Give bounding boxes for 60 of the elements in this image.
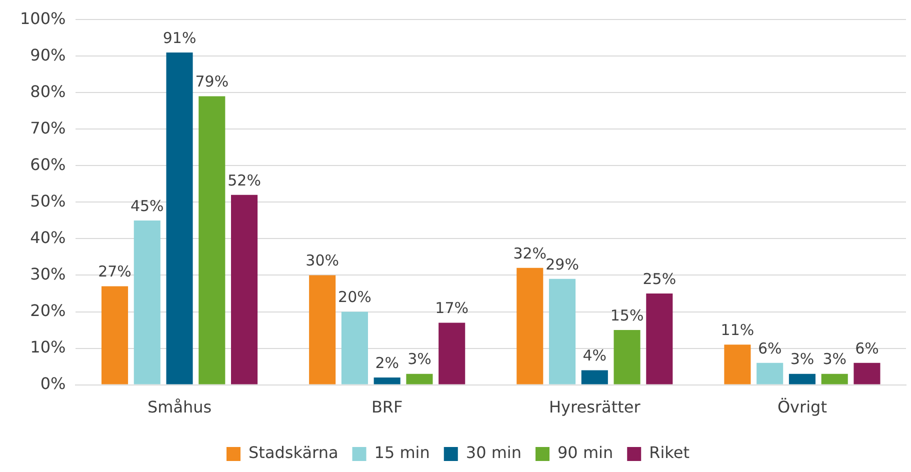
- legend-label: 15 min: [374, 443, 430, 462]
- data-label: 79%: [195, 72, 229, 91]
- legend-label: 30 min: [466, 443, 522, 462]
- bar: [101, 286, 128, 384]
- y-tick-label: 70%: [30, 118, 66, 138]
- bar: [309, 275, 336, 384]
- x-tick-label: Hyresrätter: [549, 398, 641, 417]
- bar: [614, 330, 640, 384]
- bar: [516, 268, 544, 384]
- bar: [406, 374, 433, 384]
- bar: [756, 362, 784, 384]
- data-label: 45%: [130, 196, 164, 215]
- y-tick-label: 30%: [30, 264, 66, 284]
- data-label: 32%: [513, 244, 547, 262]
- bar: [341, 312, 368, 384]
- bar: [854, 362, 880, 384]
- data-label: 6%: [758, 339, 782, 358]
- y-tick-label: 50%: [30, 191, 66, 210]
- data-label: 3%: [790, 350, 814, 368]
- y-tick-label: 10%: [30, 337, 66, 356]
- bar: [548, 278, 576, 384]
- legend-label: 90 min: [558, 443, 614, 462]
- x-tick-label: Övrigt: [777, 398, 827, 417]
- bar: [166, 52, 193, 384]
- data-label: 27%: [98, 262, 132, 281]
- y-tick-label: 20%: [30, 300, 66, 320]
- data-label: 91%: [162, 28, 196, 47]
- data-label: 30%: [306, 252, 339, 270]
- bar: [821, 374, 848, 384]
- data-label: 25%: [642, 270, 676, 288]
- y-tick-label: 40%: [30, 228, 66, 247]
- bar: [438, 322, 466, 384]
- data-label: 17%: [435, 299, 469, 318]
- y-tick-label: 0%: [40, 374, 66, 393]
- data-label: 4%: [582, 346, 607, 365]
- bar: [646, 294, 673, 384]
- data-label: 20%: [338, 288, 372, 306]
- data-label: 29%: [546, 255, 579, 274]
- y-tick-label: 90%: [30, 45, 66, 64]
- y-tick-label: 100%: [20, 8, 66, 28]
- data-label: 6%: [855, 339, 879, 358]
- bar: [581, 370, 608, 384]
- bar: [724, 344, 751, 384]
- x-tick-label: Småhus: [147, 398, 212, 417]
- data-label: 2%: [375, 354, 399, 372]
- bar: [231, 194, 258, 384]
- data-label: 15%: [610, 306, 644, 324]
- bar: [198, 96, 226, 384]
- y-tick-label: 60%: [30, 154, 66, 174]
- bar: [788, 374, 816, 384]
- y-tick-label: 80%: [30, 82, 66, 101]
- bar: [374, 377, 400, 384]
- x-tick-label: BRF: [371, 398, 403, 417]
- data-label: 11%: [720, 321, 754, 340]
- data-label: 3%: [408, 350, 432, 368]
- legend-label: Stadskärna: [248, 443, 338, 462]
- data-label: 52%: [228, 171, 261, 190]
- data-label: 3%: [822, 350, 846, 368]
- legend-label: Riket: [649, 443, 690, 462]
- bar: [134, 220, 160, 384]
